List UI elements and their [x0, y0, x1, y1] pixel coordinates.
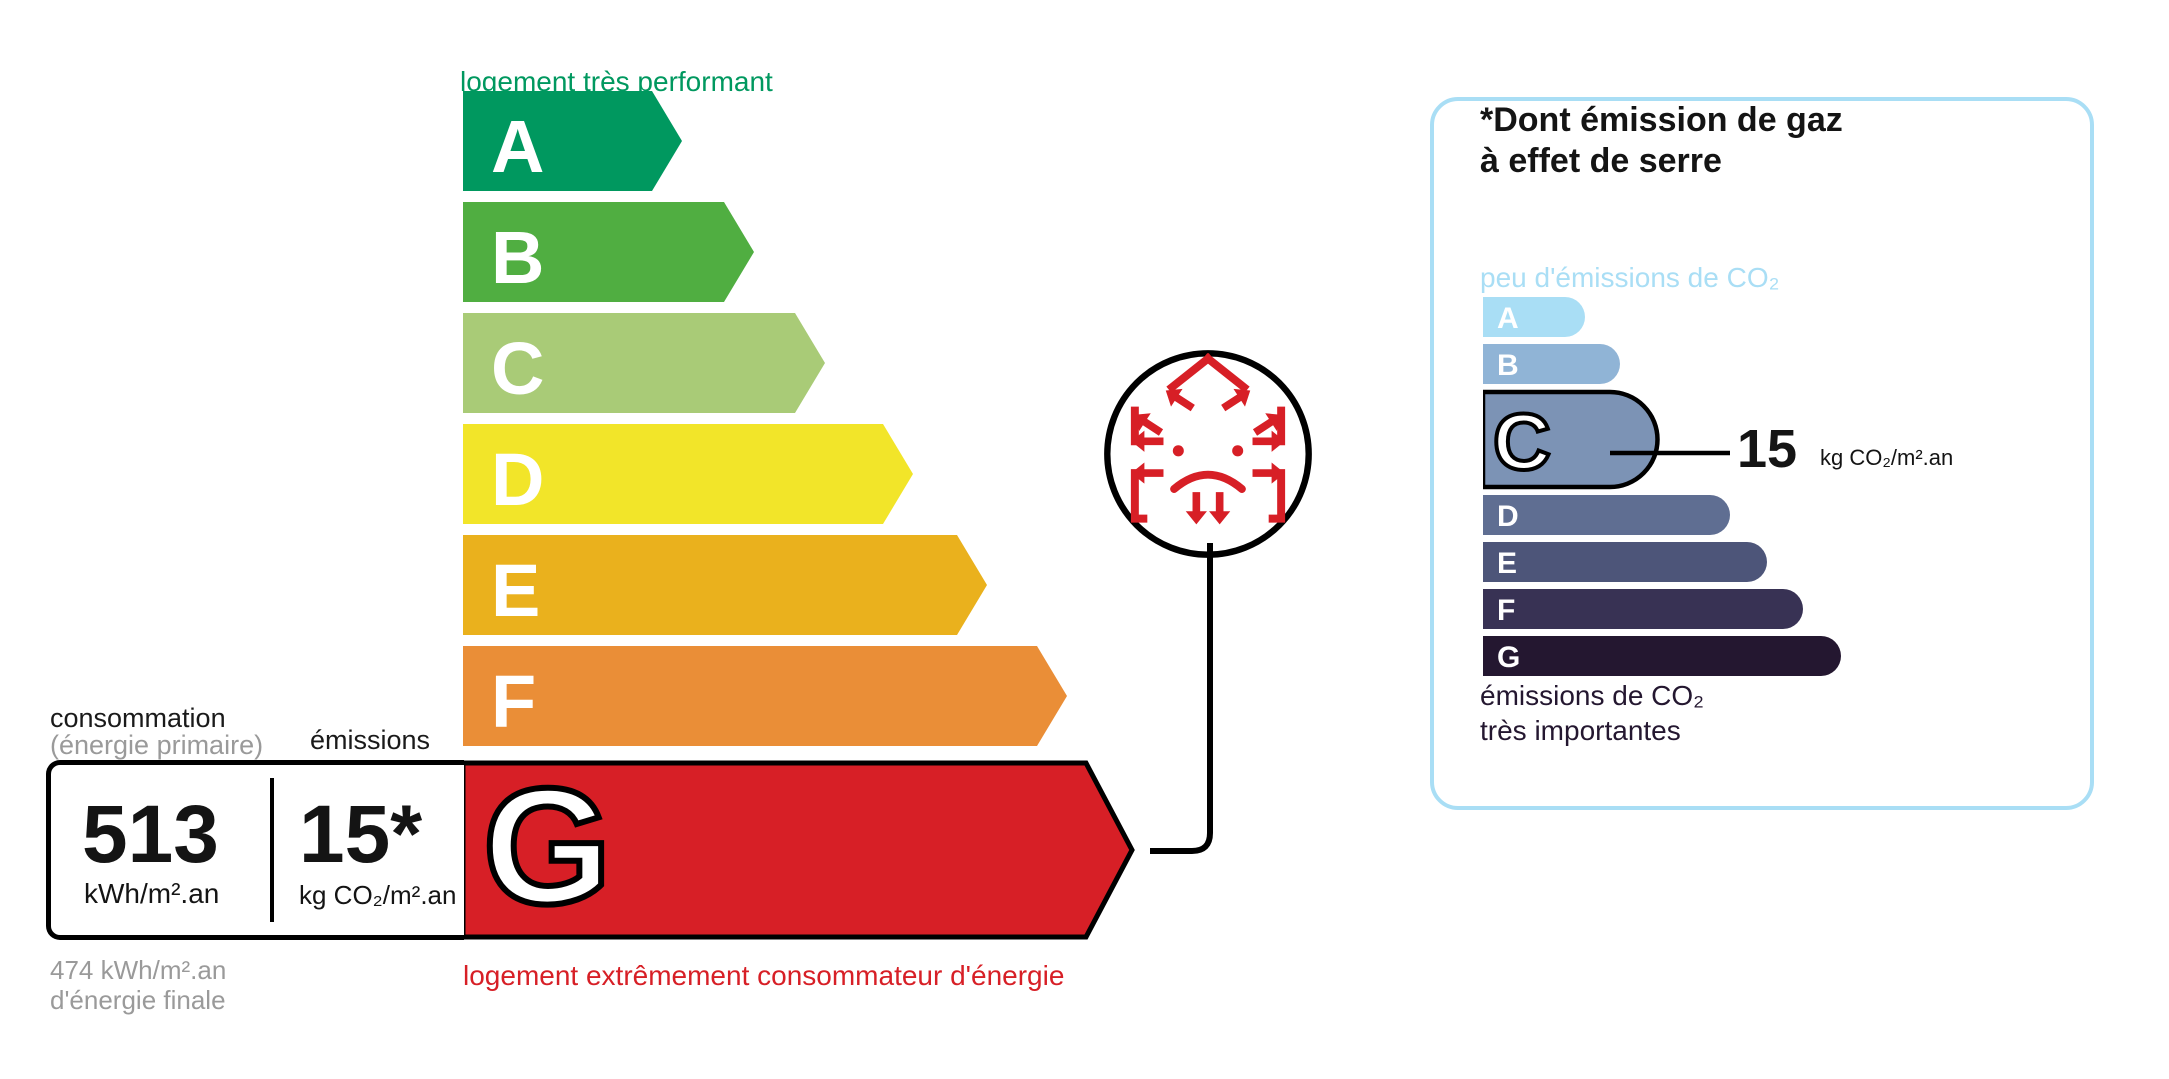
svg-text:F: F — [491, 660, 536, 743]
svg-text:E: E — [1497, 547, 1517, 580]
svg-text:G: G — [1497, 641, 1520, 674]
svg-text:B: B — [1497, 349, 1519, 382]
svg-text:D: D — [491, 438, 544, 521]
svg-text:A: A — [491, 105, 544, 188]
svg-text:F: F — [1497, 594, 1515, 627]
svg-text:C: C — [1493, 397, 1551, 486]
svg-text:A: A — [1497, 302, 1519, 335]
svg-text:E: E — [491, 549, 540, 632]
svg-text:B: B — [491, 216, 544, 299]
svg-text:D: D — [1497, 500, 1519, 533]
svg-text:C: C — [491, 327, 544, 410]
